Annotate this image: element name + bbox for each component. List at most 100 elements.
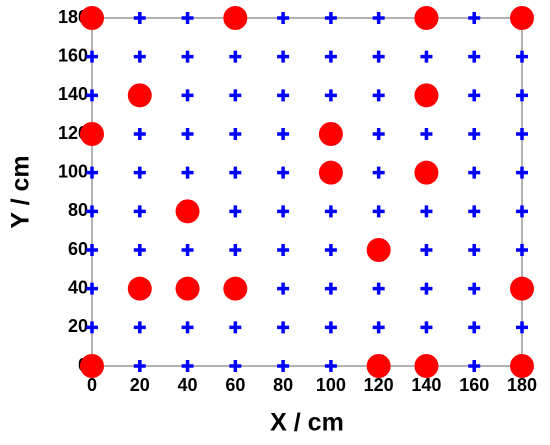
y-axis-label: Y / cm bbox=[7, 155, 35, 228]
circle-marker bbox=[223, 276, 248, 301]
plus-marker bbox=[181, 12, 194, 24]
plus-marker bbox=[372, 282, 385, 295]
plus-marker bbox=[277, 166, 290, 179]
plus-marker bbox=[229, 128, 242, 140]
y-tick-label: 20 bbox=[68, 316, 88, 336]
plus-marker bbox=[372, 166, 385, 179]
plus-marker bbox=[372, 89, 385, 102]
plus-marker bbox=[133, 12, 146, 24]
circle-marker bbox=[318, 122, 343, 146]
circle-marker bbox=[414, 6, 439, 30]
plus-marker bbox=[324, 282, 337, 295]
plus-marker bbox=[181, 50, 194, 63]
plus-marker bbox=[277, 282, 290, 295]
circle-marker bbox=[127, 83, 152, 108]
plus-marker bbox=[133, 166, 146, 179]
circle-marker bbox=[223, 6, 248, 30]
plus-marker bbox=[277, 12, 290, 24]
plus-marker bbox=[181, 89, 194, 102]
y-tick-label: 80 bbox=[68, 200, 88, 220]
circle-marker bbox=[127, 276, 152, 301]
plus-marker bbox=[229, 166, 242, 179]
plus-marker bbox=[277, 128, 290, 140]
circle-marker bbox=[175, 276, 200, 301]
plus-marker bbox=[468, 282, 481, 295]
plus-marker bbox=[420, 128, 433, 140]
plus-marker bbox=[181, 128, 194, 140]
plus-marker bbox=[277, 205, 290, 218]
plus-marker bbox=[133, 128, 146, 140]
plus-marker bbox=[372, 205, 385, 218]
x-tick-label: 140 bbox=[411, 375, 441, 395]
circle-marker bbox=[175, 199, 200, 224]
plus-marker bbox=[324, 50, 337, 63]
plus-marker bbox=[229, 89, 242, 102]
plus-marker bbox=[420, 50, 433, 63]
circle-marker bbox=[510, 6, 534, 30]
plus-marker bbox=[324, 244, 337, 256]
plus-marker bbox=[516, 205, 528, 218]
plus-marker bbox=[468, 360, 481, 372]
plus-marker bbox=[420, 205, 433, 218]
plus-marker bbox=[372, 128, 385, 140]
plus-marker bbox=[324, 360, 337, 372]
y-tick-label: 140 bbox=[58, 84, 88, 104]
plus-marker bbox=[516, 166, 528, 179]
plus-marker bbox=[86, 166, 98, 179]
circle-marker bbox=[318, 160, 343, 185]
plus-marker bbox=[516, 128, 528, 140]
plus-marker bbox=[372, 12, 385, 24]
x-tick-label: 0 bbox=[87, 375, 97, 395]
circle-marker bbox=[510, 354, 534, 378]
plus-marker bbox=[229, 321, 242, 334]
plus-marker bbox=[133, 50, 146, 63]
plus-marker bbox=[372, 321, 385, 334]
plus-marker bbox=[181, 244, 194, 256]
plus-marker bbox=[516, 89, 528, 102]
plus-marker bbox=[468, 128, 481, 140]
plus-marker bbox=[86, 50, 98, 63]
circle-marker bbox=[80, 6, 104, 30]
x-tick-label: 100 bbox=[316, 375, 346, 395]
circle-marker bbox=[510, 276, 534, 301]
y-tick-label: 120 bbox=[58, 123, 88, 143]
y-tick-label: 160 bbox=[58, 45, 88, 65]
plus-marker bbox=[372, 50, 385, 63]
plus-marker bbox=[468, 205, 481, 218]
plus-marker bbox=[277, 89, 290, 102]
plus-marker bbox=[86, 244, 98, 256]
circle-marker bbox=[414, 160, 439, 185]
x-tick-label: 60 bbox=[225, 375, 245, 395]
plus-marker bbox=[86, 205, 98, 218]
plus-marker bbox=[133, 244, 146, 256]
plus-marker bbox=[277, 321, 290, 334]
plus-marker bbox=[133, 205, 146, 218]
plus-marker bbox=[277, 244, 290, 256]
plus-marker bbox=[516, 244, 528, 256]
x-tick-label: 80 bbox=[273, 375, 293, 395]
plus-marker bbox=[324, 205, 337, 218]
plot-frame bbox=[91, 17, 523, 367]
circle-marker bbox=[414, 83, 439, 108]
plus-marker bbox=[468, 50, 481, 63]
plus-marker bbox=[468, 166, 481, 179]
plus-marker bbox=[229, 205, 242, 218]
y-tick-label: 60 bbox=[68, 239, 88, 259]
x-tick-label: 20 bbox=[130, 375, 150, 395]
x-tick-label: 180 bbox=[507, 375, 537, 395]
x-tick-label: 160 bbox=[459, 375, 489, 395]
circle-marker bbox=[80, 354, 104, 378]
plus-marker bbox=[277, 360, 290, 372]
plus-marker bbox=[516, 50, 528, 63]
plus-marker bbox=[181, 360, 194, 372]
y-tick-label: 180 bbox=[58, 7, 88, 27]
plus-marker bbox=[420, 244, 433, 256]
y-tick-label: 100 bbox=[58, 161, 88, 181]
plus-marker bbox=[133, 360, 146, 372]
plus-marker bbox=[468, 244, 481, 256]
plus-marker bbox=[229, 360, 242, 372]
plus-marker bbox=[468, 89, 481, 102]
y-tick-label: 40 bbox=[68, 277, 88, 297]
plus-marker bbox=[420, 321, 433, 334]
